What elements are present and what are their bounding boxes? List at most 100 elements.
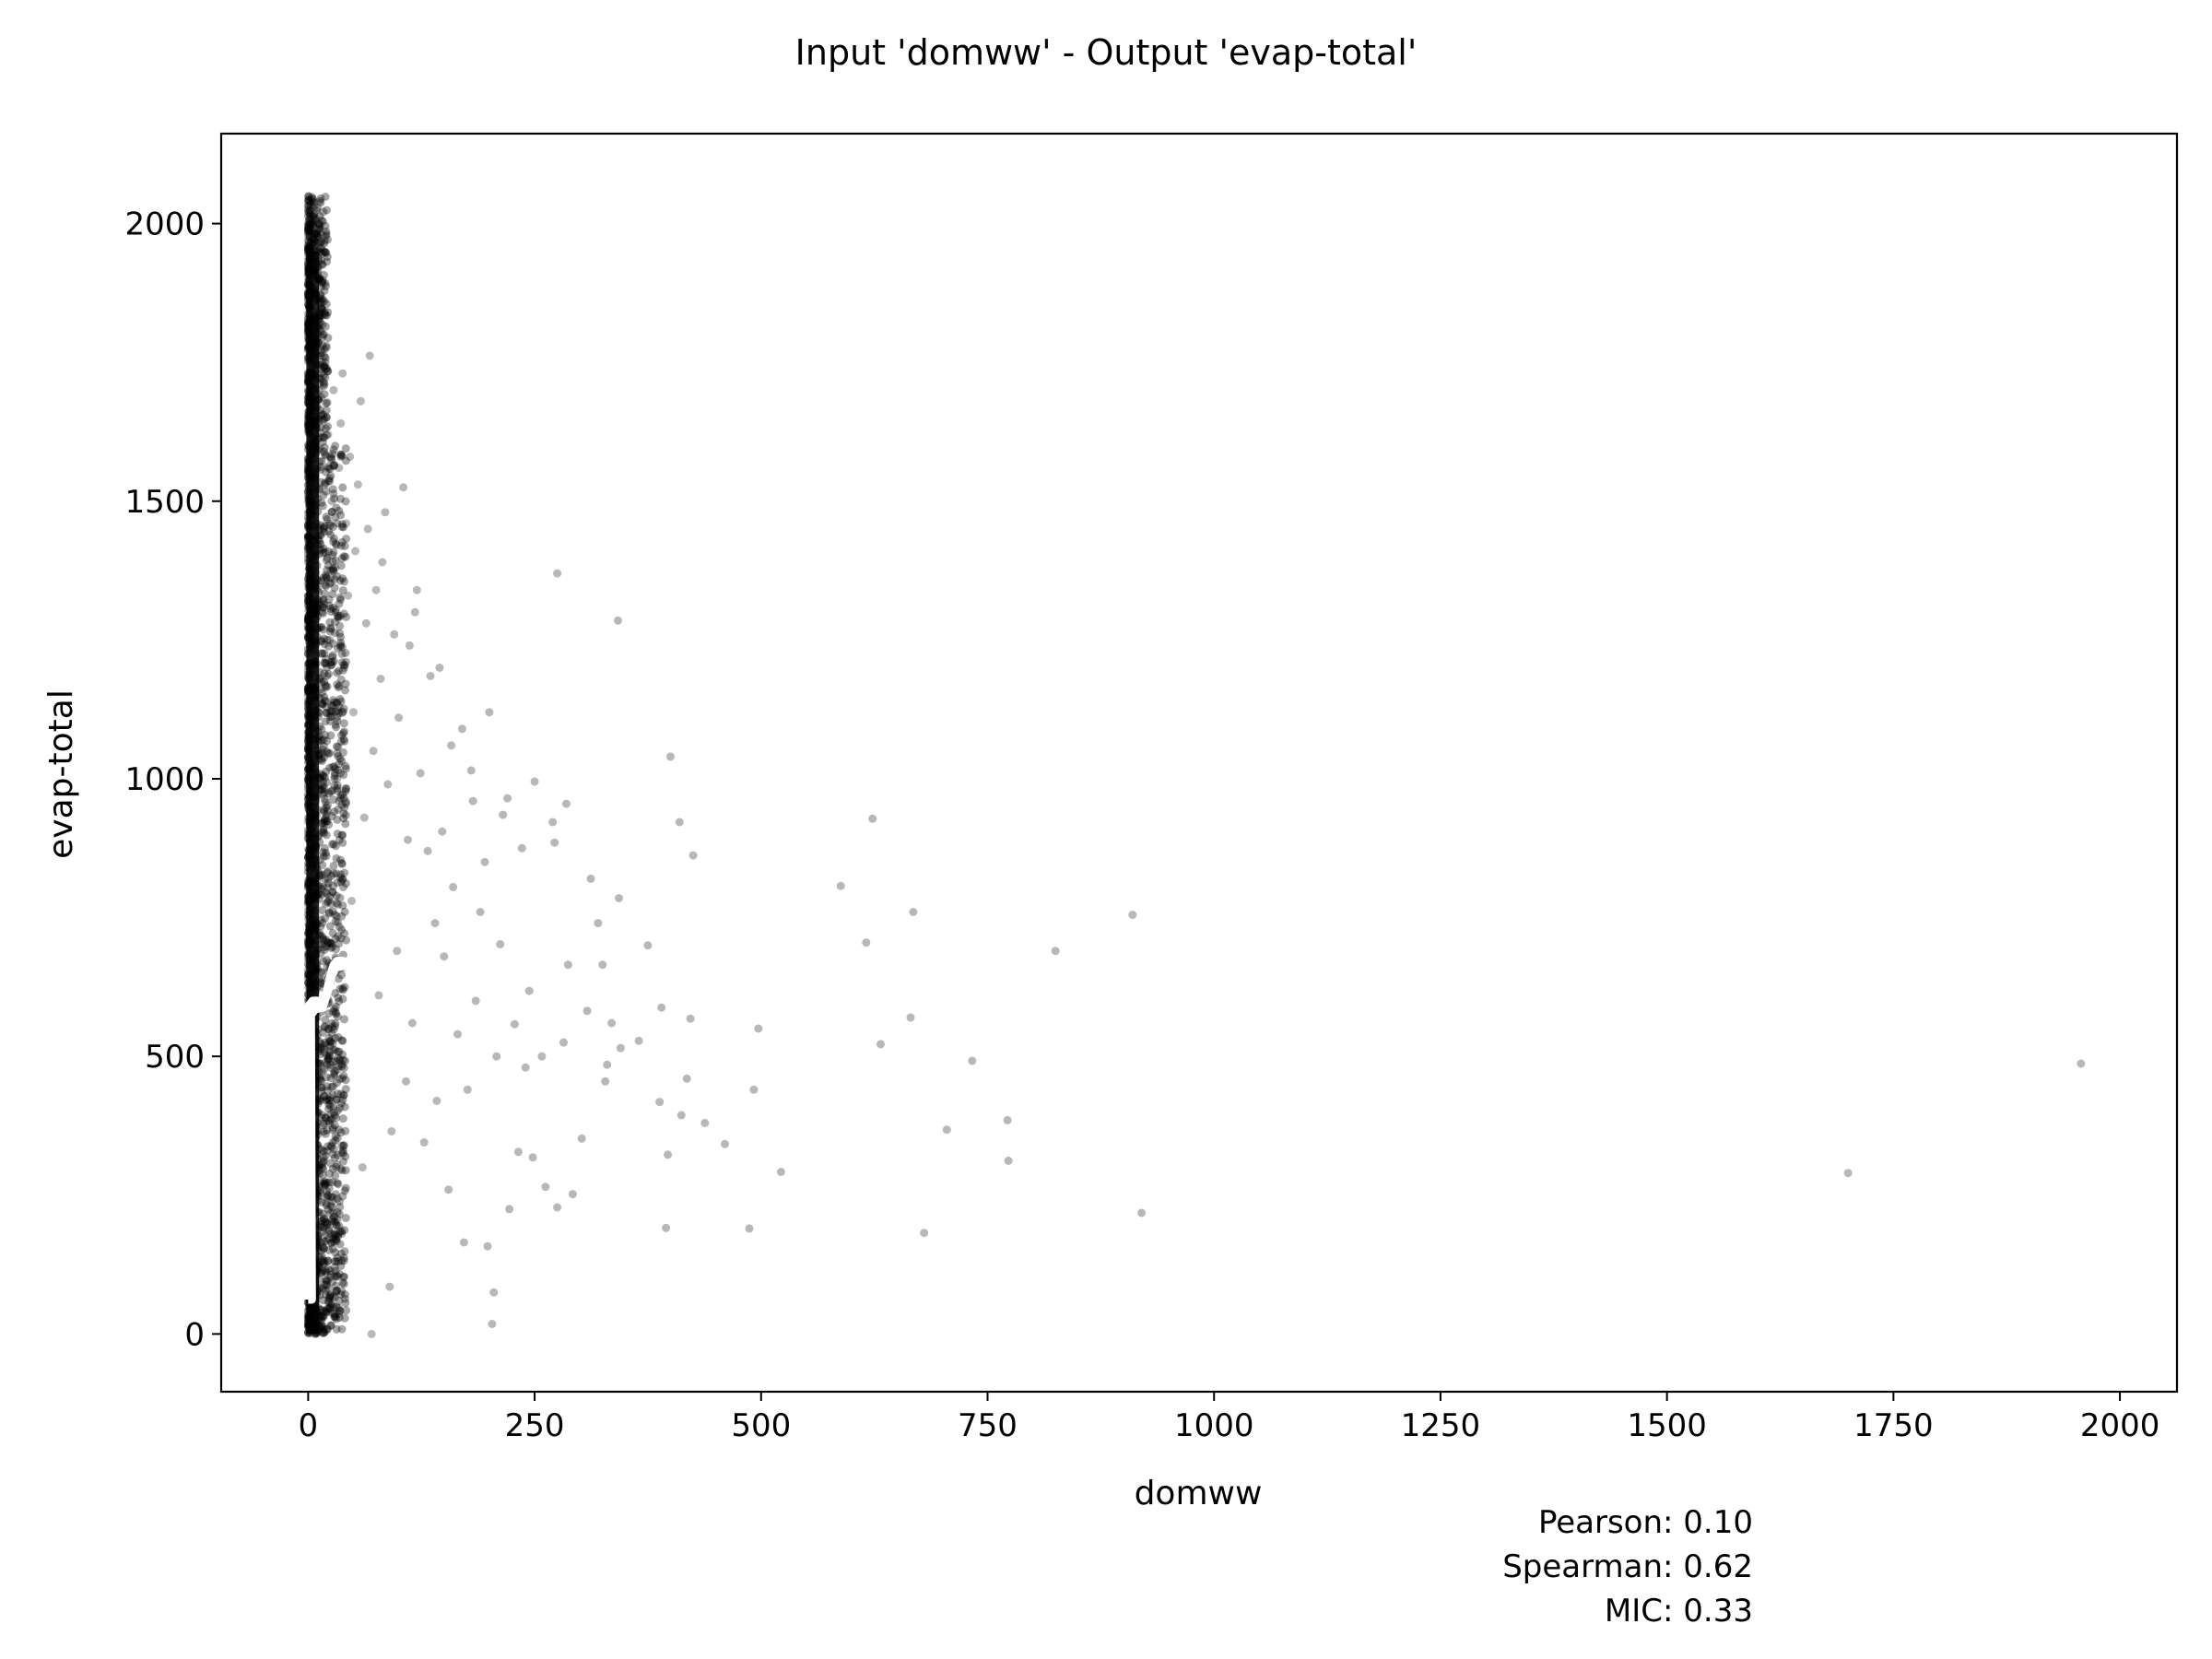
cluster-point	[317, 1252, 326, 1261]
cluster-point	[326, 604, 335, 613]
cluster-point	[328, 1215, 337, 1224]
cluster-point	[319, 1028, 327, 1037]
data-point	[489, 1288, 499, 1297]
cluster-point	[321, 248, 330, 257]
cluster-point	[330, 762, 339, 771]
cluster-point	[305, 207, 314, 217]
cluster-point	[339, 1064, 348, 1073]
cluster-point	[341, 1183, 350, 1193]
cluster-point	[330, 583, 339, 593]
cluster-point	[324, 789, 334, 798]
cluster-point	[320, 380, 329, 389]
cluster-point	[321, 311, 330, 320]
cluster-point	[337, 1166, 347, 1175]
data-point	[2077, 1059, 2086, 1068]
cluster-point	[324, 1096, 334, 1105]
cluster-point	[332, 1314, 341, 1324]
cluster-point	[336, 452, 346, 461]
cluster-point	[342, 935, 350, 945]
cluster-point	[321, 1058, 330, 1067]
cluster-point	[341, 657, 350, 666]
cluster-point	[331, 512, 340, 522]
cluster-point	[330, 1121, 339, 1130]
cluster-point	[319, 410, 328, 419]
cluster-point	[317, 1042, 325, 1052]
cluster-point	[321, 479, 330, 488]
data-point	[603, 1060, 612, 1069]
data-point	[1843, 1169, 1853, 1178]
cluster-point	[336, 450, 346, 459]
data-point	[1128, 911, 1137, 920]
cluster-point	[329, 696, 337, 705]
cluster-point	[324, 1051, 334, 1060]
cluster-point	[331, 764, 340, 773]
cluster-point	[333, 1012, 342, 1021]
cluster-point	[317, 260, 326, 269]
cluster-point	[340, 1290, 349, 1299]
cluster-point	[331, 1046, 340, 1054]
cluster-point	[325, 1037, 334, 1046]
cluster-point	[320, 247, 329, 256]
cluster-point	[324, 875, 333, 884]
cluster-point	[330, 1293, 339, 1302]
data-point	[582, 1006, 592, 1016]
cluster-point	[323, 1220, 332, 1230]
cluster-point	[332, 1009, 341, 1018]
cluster-point	[322, 814, 330, 823]
data-point	[1137, 1208, 1147, 1218]
data-point	[643, 941, 653, 950]
cluster-point	[333, 1194, 342, 1203]
cluster-point	[328, 1203, 336, 1212]
cluster-point	[322, 300, 331, 309]
cluster-point	[337, 1036, 347, 1045]
cluster-point	[322, 942, 331, 951]
cluster-point	[329, 565, 338, 574]
cluster-point	[328, 1149, 337, 1159]
cluster-point	[328, 762, 337, 771]
cluster-point	[323, 663, 332, 672]
data-point	[311, 230, 320, 240]
cluster-point	[324, 1104, 334, 1113]
cluster-point	[306, 222, 315, 231]
data-point	[344, 591, 353, 600]
cluster-point	[337, 731, 347, 740]
cluster-point	[325, 1159, 335, 1168]
cluster-point	[303, 211, 312, 220]
cluster-point	[322, 1186, 331, 1195]
data-point	[537, 1052, 547, 1061]
data-point	[309, 214, 318, 223]
cluster-point	[305, 231, 314, 241]
data-point	[383, 780, 393, 789]
cluster-point	[337, 859, 347, 868]
cluster-point	[319, 1153, 328, 1162]
cluster-point	[330, 1229, 339, 1238]
cluster-point	[320, 286, 329, 295]
cluster-point	[326, 624, 335, 633]
cluster-point	[317, 968, 326, 977]
cluster-point	[329, 445, 338, 454]
cluster-point	[341, 649, 350, 657]
cluster-point	[318, 1146, 326, 1155]
cluster-point	[339, 1157, 347, 1166]
cluster-point	[315, 243, 324, 253]
cluster-point	[306, 243, 315, 253]
cluster-point	[321, 1023, 330, 1032]
data-point	[303, 225, 312, 234]
cluster-point	[320, 1065, 328, 1074]
cluster-point	[322, 654, 331, 664]
cluster-point	[332, 899, 341, 908]
x-tick-label: 1250	[1401, 1407, 1481, 1444]
cluster-point	[329, 1109, 338, 1117]
cluster-point	[335, 855, 345, 865]
cluster-point	[319, 625, 328, 634]
cluster-point	[317, 409, 326, 418]
data-point	[329, 385, 338, 394]
cluster-point	[328, 1090, 337, 1100]
data-point	[877, 1040, 885, 1049]
data-point	[438, 827, 447, 836]
cluster-point	[313, 233, 323, 242]
cluster-point	[327, 660, 336, 669]
cluster-point	[317, 1040, 326, 1048]
cluster-point	[327, 701, 336, 711]
cluster-point	[337, 971, 347, 980]
